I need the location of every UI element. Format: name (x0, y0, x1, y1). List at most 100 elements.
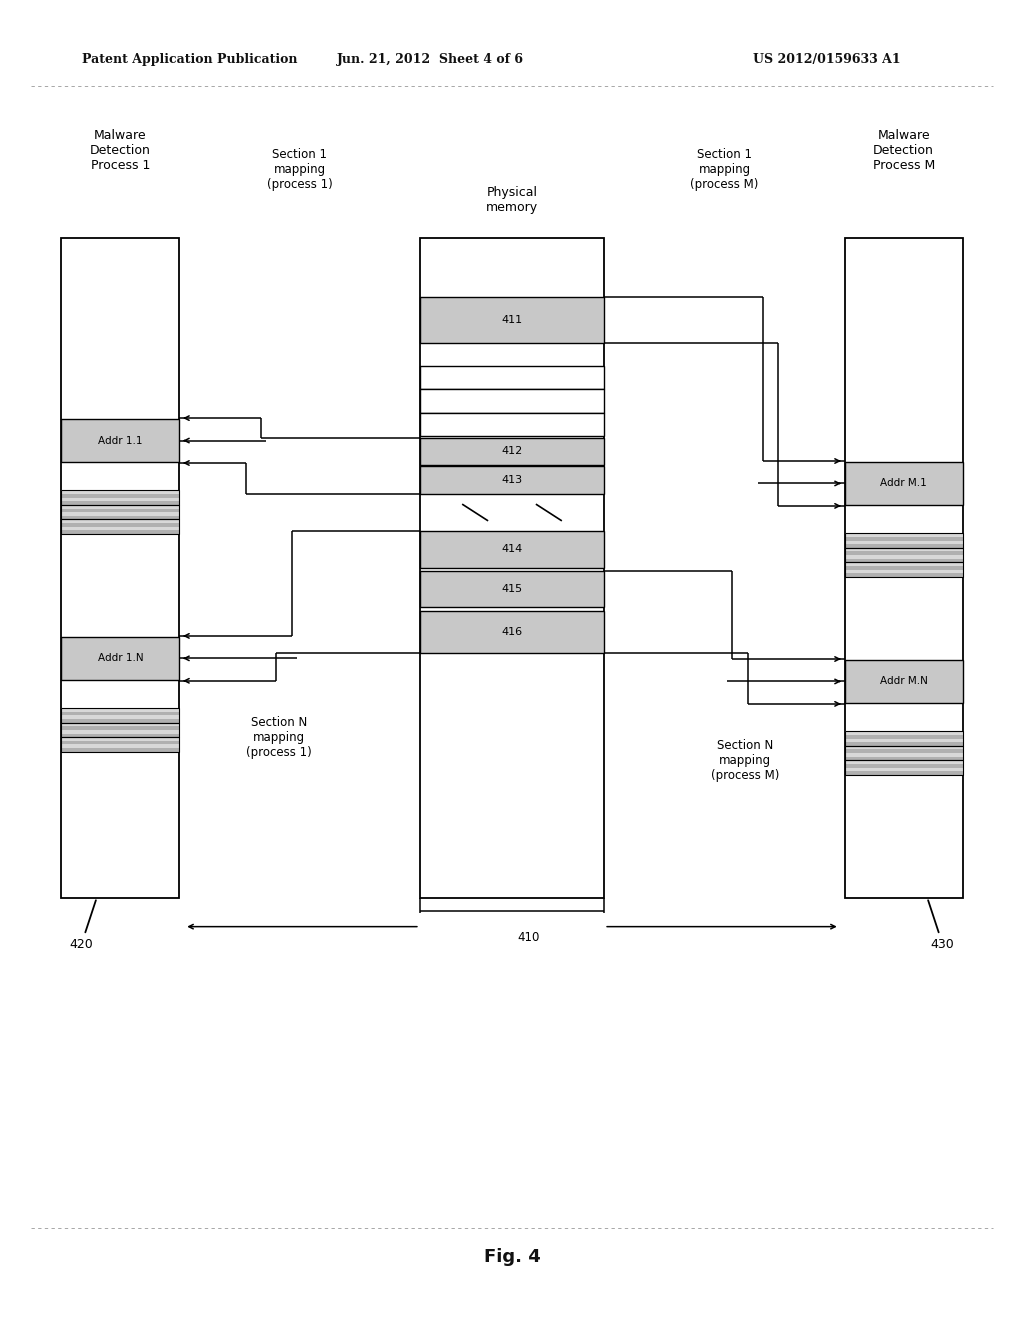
Text: Malware
Detection
Process M: Malware Detection Process M (872, 128, 935, 172)
Bar (845, 570, 963, 573)
Bar (61, 708, 179, 722)
Bar (420, 389, 604, 412)
Bar (845, 462, 963, 506)
Bar (61, 719, 179, 722)
Text: 415: 415 (502, 583, 522, 594)
Bar (61, 508, 179, 512)
Bar (420, 570, 604, 607)
Bar (845, 544, 963, 548)
Bar (61, 504, 179, 519)
Bar (845, 746, 963, 760)
Bar (845, 533, 963, 548)
Text: US 2012/0159633 A1: US 2012/0159633 A1 (754, 53, 901, 66)
Bar (845, 735, 963, 739)
Bar (61, 238, 179, 898)
Text: Physical
memory: Physical memory (486, 186, 538, 214)
Bar (845, 760, 963, 764)
Text: 413: 413 (502, 475, 522, 484)
Bar (61, 494, 179, 498)
Bar (61, 519, 179, 533)
Text: Addr M.N: Addr M.N (880, 676, 928, 686)
Bar (845, 768, 963, 771)
Bar (61, 491, 179, 506)
Bar (845, 573, 963, 577)
Text: Addr M.1: Addr M.1 (881, 478, 927, 488)
Bar (61, 715, 179, 719)
Bar (420, 466, 604, 494)
Bar (61, 723, 179, 737)
Text: 414: 414 (502, 544, 522, 554)
Bar (845, 771, 963, 775)
Bar (61, 711, 179, 715)
Text: Section 1
mapping
(process M): Section 1 mapping (process M) (690, 148, 759, 191)
Bar (845, 554, 963, 558)
Bar (420, 238, 604, 898)
Bar (845, 558, 963, 562)
Text: Patent Application Publication: Patent Application Publication (82, 53, 297, 66)
Bar (845, 537, 963, 541)
Text: Malware
Detection
Process 1: Malware Detection Process 1 (90, 128, 151, 172)
Bar (845, 764, 963, 767)
Bar (845, 552, 963, 554)
Bar (420, 438, 604, 466)
Bar (845, 739, 963, 742)
Bar (845, 548, 963, 562)
Bar (420, 610, 604, 653)
Bar (845, 238, 963, 898)
Bar (845, 742, 963, 746)
Bar (845, 760, 963, 775)
Bar (61, 519, 179, 523)
Bar (845, 750, 963, 752)
Bar (61, 502, 179, 506)
Bar (61, 512, 179, 516)
Text: 410: 410 (517, 931, 540, 944)
Bar (61, 741, 179, 744)
Bar (61, 516, 179, 519)
Text: 411: 411 (502, 315, 522, 325)
Bar (845, 731, 963, 735)
Bar (61, 491, 179, 494)
Text: 416: 416 (502, 627, 522, 638)
Bar (61, 498, 179, 502)
Bar (845, 660, 963, 702)
Bar (845, 746, 963, 750)
Bar (845, 731, 963, 746)
Bar (61, 737, 179, 741)
Bar (61, 723, 179, 726)
Bar (61, 420, 179, 462)
Bar (845, 752, 963, 756)
Bar (61, 527, 179, 531)
Bar (61, 737, 179, 752)
Text: Jun. 21, 2012  Sheet 4 of 6: Jun. 21, 2012 Sheet 4 of 6 (337, 53, 523, 66)
Bar (845, 548, 963, 552)
Text: Fig. 4: Fig. 4 (483, 1247, 541, 1266)
Bar (845, 541, 963, 544)
Bar (845, 562, 963, 566)
Bar (61, 734, 179, 737)
Text: Section N
mapping
(process M): Section N mapping (process M) (711, 739, 779, 783)
Bar (845, 533, 963, 537)
Text: 430: 430 (928, 900, 954, 950)
Text: 420: 420 (70, 900, 96, 950)
Bar (61, 748, 179, 752)
Bar (61, 504, 179, 508)
Bar (61, 726, 179, 730)
Text: 412: 412 (502, 446, 522, 457)
Text: Addr 1.N: Addr 1.N (97, 653, 143, 664)
Bar (61, 744, 179, 748)
Bar (420, 297, 604, 343)
Bar (61, 708, 179, 711)
Text: Section 1
mapping
(process 1): Section 1 mapping (process 1) (266, 148, 333, 191)
Bar (845, 566, 963, 570)
Text: Section N
mapping
(process 1): Section N mapping (process 1) (246, 715, 312, 759)
Bar (420, 531, 604, 568)
Text: Addr 1.1: Addr 1.1 (98, 436, 142, 446)
Bar (61, 730, 179, 734)
Bar (61, 523, 179, 527)
Bar (420, 413, 604, 436)
Bar (845, 562, 963, 577)
Bar (420, 366, 604, 389)
Bar (845, 756, 963, 760)
Bar (61, 638, 179, 680)
Bar (61, 531, 179, 533)
